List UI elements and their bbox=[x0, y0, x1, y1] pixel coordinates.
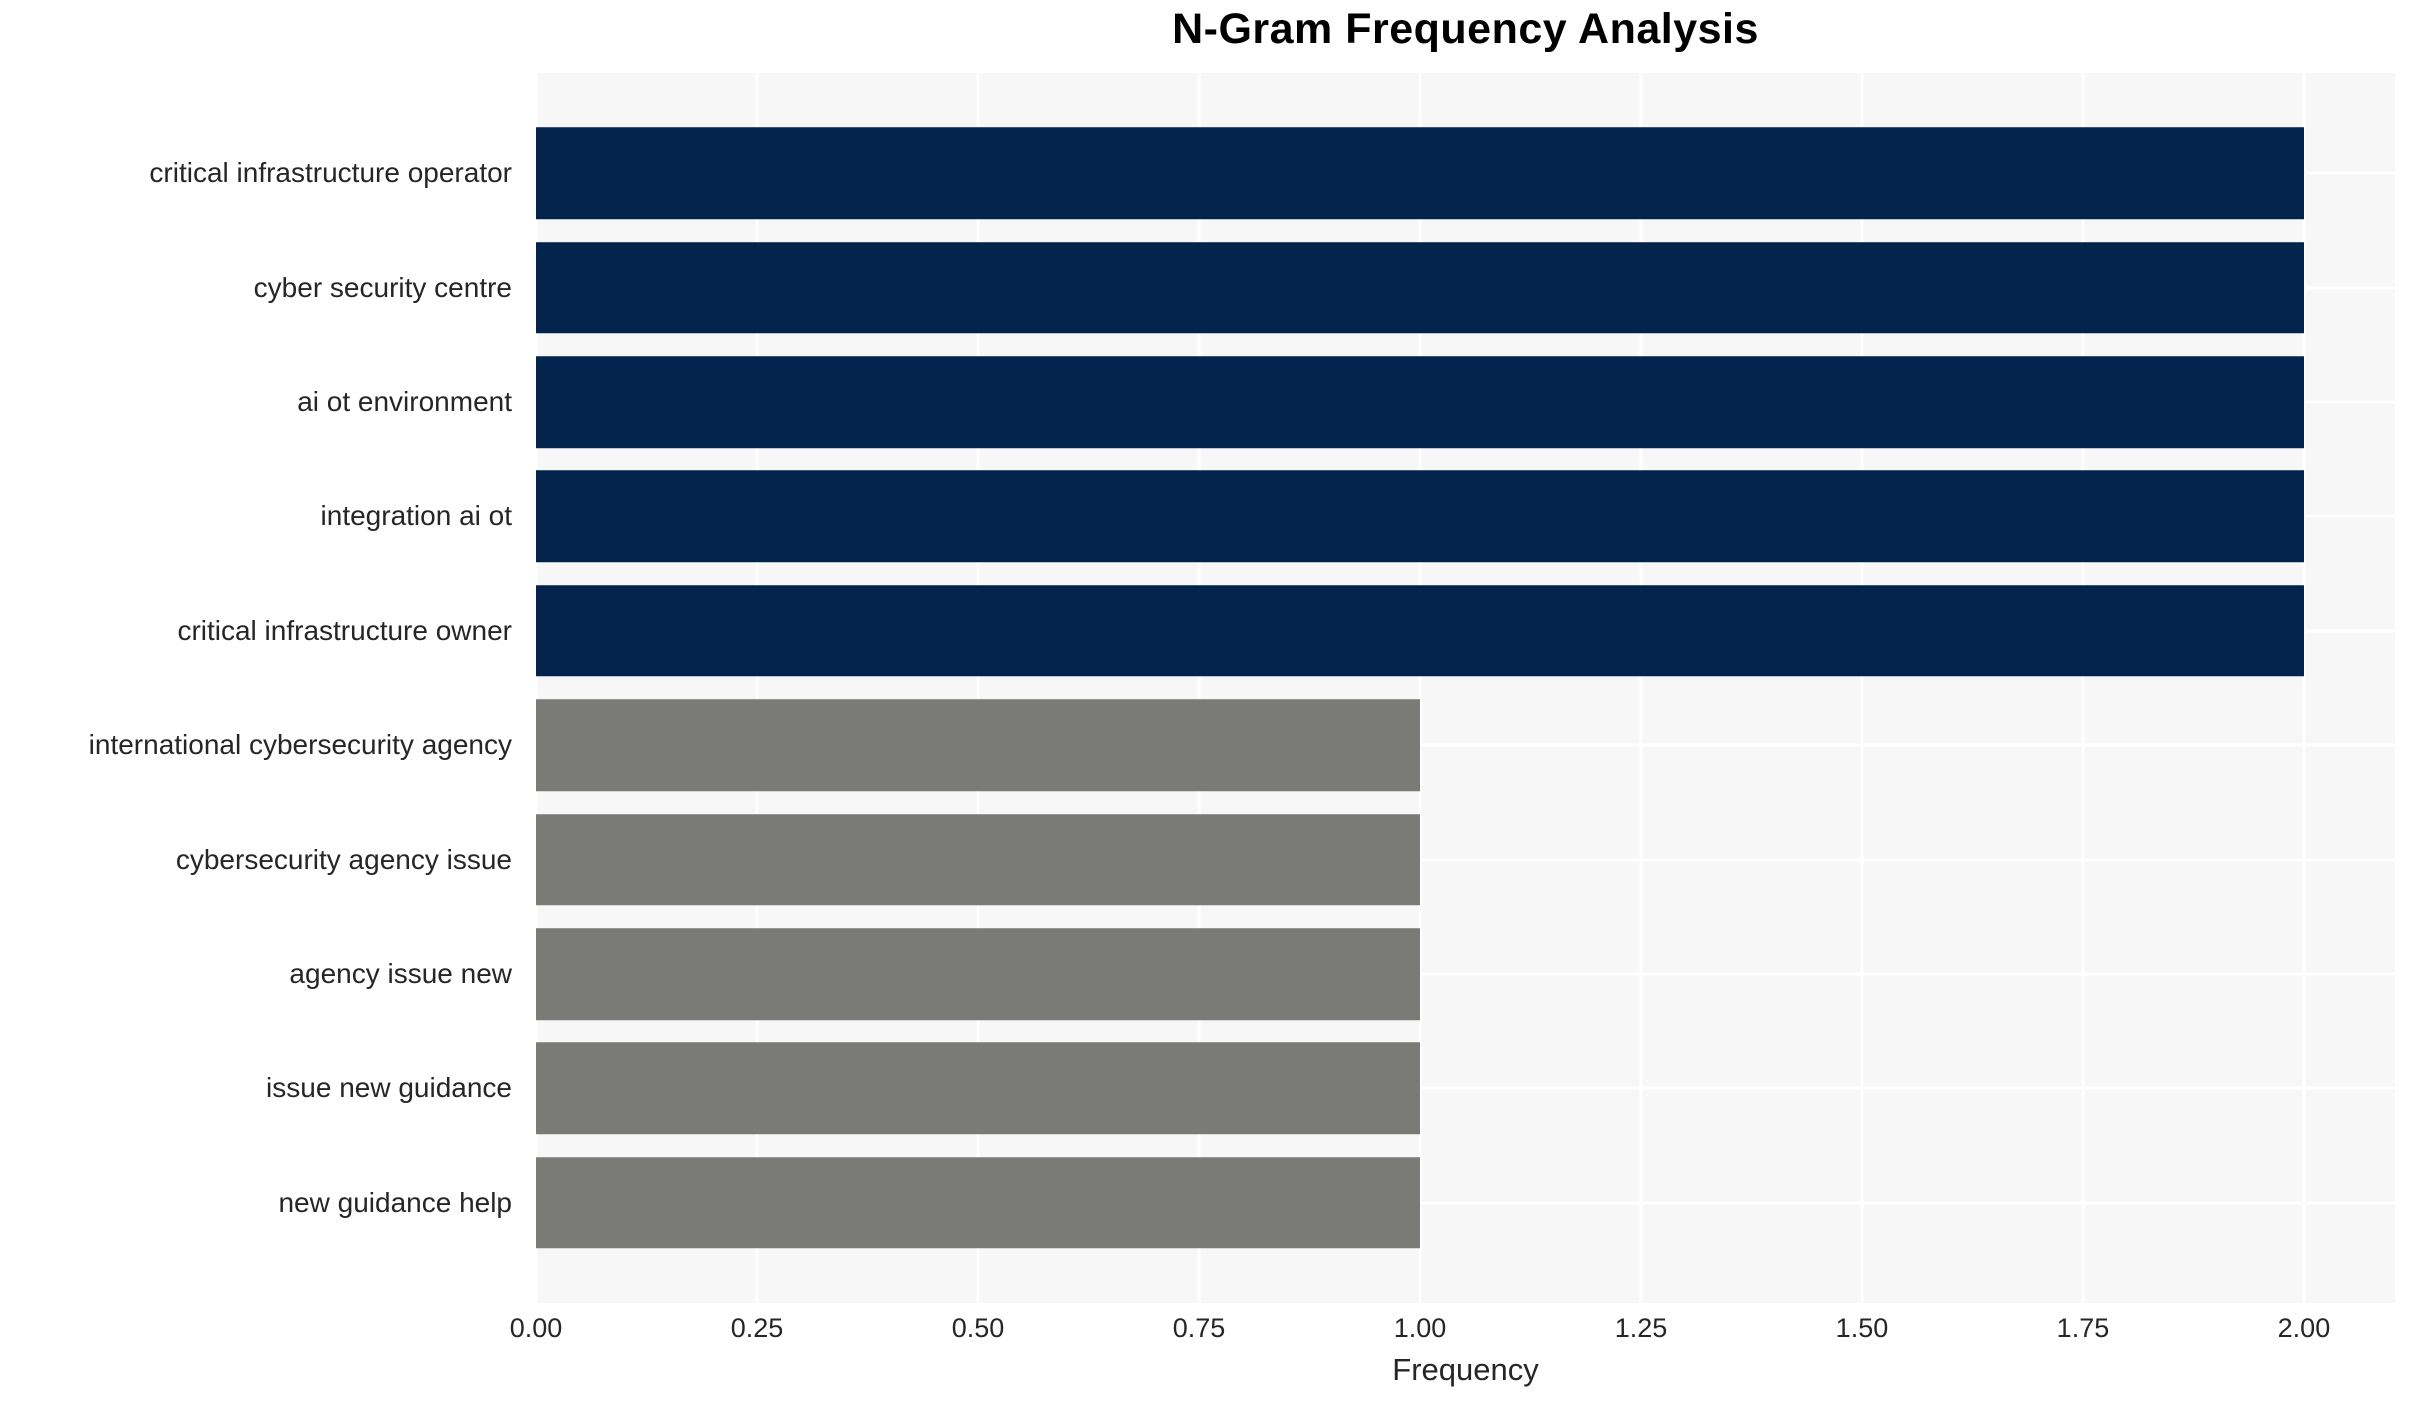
y-axis-label-row: new guidance help bbox=[0, 1146, 524, 1260]
x-tick-label: 0.00 bbox=[509, 1313, 563, 1343]
y-axis-label-row: issue new guidance bbox=[0, 1031, 524, 1145]
gridline-vertical bbox=[534, 73, 538, 1303]
gridline-vertical bbox=[1639, 73, 1643, 1303]
x-tick-label: 0.25 bbox=[730, 1313, 784, 1343]
bar bbox=[536, 470, 2304, 563]
y-axis-label-row: cybersecurity agency issue bbox=[0, 802, 524, 916]
y-axis-label-row: cyber security centre bbox=[0, 230, 524, 344]
bar bbox=[536, 1157, 1420, 1249]
gridline-vertical bbox=[976, 73, 980, 1303]
page-title: N-Gram Frequency Analysis bbox=[1172, 5, 1759, 53]
gridline-vertical bbox=[755, 73, 759, 1303]
bar-row bbox=[536, 574, 2395, 688]
x-axis-title: Frequency bbox=[1392, 1352, 1539, 1387]
bar-row bbox=[536, 230, 2395, 344]
bar-row bbox=[536, 802, 2395, 916]
y-axis-label: issue new guidance bbox=[266, 1072, 512, 1104]
bar bbox=[536, 356, 2304, 448]
x-tick-label: 0.50 bbox=[951, 1313, 1005, 1343]
plot-area bbox=[534, 73, 2395, 1303]
gridline-vertical bbox=[2302, 73, 2306, 1303]
bar-row bbox=[536, 1031, 2395, 1145]
bar-row bbox=[536, 116, 2395, 230]
x-tick-label: 1.25 bbox=[1614, 1313, 1668, 1343]
y-axis-label-row: agency issue new bbox=[0, 917, 524, 1031]
x-tick-label: 1.00 bbox=[1393, 1313, 1447, 1343]
bar bbox=[536, 699, 1420, 791]
y-axis-label-row: integration ai ot bbox=[0, 459, 524, 573]
y-axis-label-row: critical infrastructure owner bbox=[0, 574, 524, 688]
y-axis-label: new guidance help bbox=[278, 1186, 512, 1218]
bar bbox=[536, 585, 2304, 677]
y-axis-label: agency issue new bbox=[289, 958, 512, 990]
gridline-vertical bbox=[2081, 73, 2085, 1303]
y-axis-label: international cybersecurity agency bbox=[88, 729, 512, 761]
y-axis-label: critical infrastructure owner bbox=[177, 614, 512, 646]
bar bbox=[536, 127, 2304, 219]
x-tick-label: 1.50 bbox=[1835, 1313, 1889, 1343]
x-tick-label: 0.75 bbox=[1172, 1313, 1226, 1343]
y-axis-label-row: ai ot environment bbox=[0, 345, 524, 459]
bar-row bbox=[536, 917, 2395, 1031]
y-axis-label: cybersecurity agency issue bbox=[175, 843, 512, 875]
y-axis-labels: critical infrastructure operator cyber se… bbox=[0, 73, 524, 1303]
bar-rows bbox=[536, 73, 2395, 1303]
y-axis-label: ai ot environment bbox=[297, 386, 512, 418]
gridline-horizontal bbox=[536, 858, 2395, 862]
bar-row bbox=[536, 1146, 2395, 1260]
y-axis-label: cyber security centre bbox=[253, 271, 512, 303]
y-axis-label-row: international cybersecurity agency bbox=[0, 688, 524, 802]
bar bbox=[536, 1042, 1420, 1135]
y-axis-label: critical infrastructure operator bbox=[149, 157, 512, 189]
gridline-horizontal bbox=[536, 972, 2395, 976]
x-tick-label: 2.00 bbox=[2277, 1313, 2331, 1343]
gridline-vertical bbox=[1418, 73, 1422, 1303]
gridline-horizontal bbox=[536, 1201, 2395, 1205]
bar bbox=[536, 241, 2304, 334]
bar-row bbox=[536, 688, 2395, 802]
gridline-horizontal bbox=[536, 743, 2395, 747]
y-axis-label-row: critical infrastructure operator bbox=[0, 116, 524, 230]
bar bbox=[536, 928, 1420, 1020]
bar bbox=[536, 813, 1420, 906]
x-tick-label: 1.75 bbox=[2056, 1313, 2110, 1343]
x-tick-labels: 0.00 0.25 0.50 0.75 1.00 1.25 1.50 1.75 2.00 bbox=[510, 1313, 2395, 1347]
gridline-vertical bbox=[1860, 73, 1864, 1303]
bar-row bbox=[536, 459, 2395, 573]
y-axis-label: integration ai ot bbox=[320, 500, 512, 532]
gridline-vertical bbox=[1197, 73, 1201, 1303]
gridline-horizontal bbox=[536, 1086, 2395, 1090]
bar-row bbox=[536, 345, 2395, 459]
